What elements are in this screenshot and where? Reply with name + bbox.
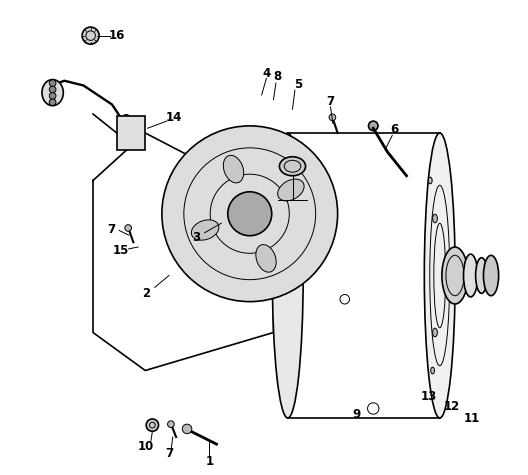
Circle shape [329,114,336,121]
Ellipse shape [432,214,437,223]
Circle shape [228,192,272,236]
Circle shape [146,419,158,431]
Circle shape [122,139,130,146]
Circle shape [122,123,130,130]
Text: 15: 15 [112,244,129,257]
Text: 13: 13 [421,390,437,403]
Text: 12: 12 [444,399,460,413]
Ellipse shape [278,179,304,201]
Ellipse shape [256,245,276,272]
Text: 11: 11 [464,412,480,426]
Ellipse shape [464,254,478,297]
Ellipse shape [428,177,432,184]
Circle shape [49,80,56,86]
Circle shape [122,114,130,122]
Text: 2: 2 [142,287,150,300]
Text: 7: 7 [165,447,173,460]
Circle shape [122,131,130,138]
Text: 9: 9 [353,408,361,421]
Circle shape [182,424,192,434]
Text: 7: 7 [326,95,335,108]
Text: 4: 4 [262,67,270,80]
Circle shape [49,93,56,99]
Text: 6: 6 [391,123,399,136]
Ellipse shape [191,220,219,240]
Circle shape [369,121,378,131]
Text: 3: 3 [193,231,201,244]
Text: 5: 5 [294,78,303,91]
Circle shape [49,86,56,93]
Ellipse shape [484,256,498,295]
Text: 14: 14 [166,111,182,124]
Ellipse shape [425,133,455,418]
Text: 7: 7 [107,223,115,237]
Text: 1: 1 [205,455,213,468]
Circle shape [162,126,337,302]
Ellipse shape [42,79,63,106]
Ellipse shape [272,133,303,418]
Ellipse shape [431,367,435,374]
Ellipse shape [279,157,306,176]
Ellipse shape [432,328,437,337]
Ellipse shape [223,155,244,183]
Ellipse shape [442,247,468,304]
Circle shape [82,27,99,44]
Circle shape [125,225,131,231]
FancyBboxPatch shape [117,116,145,150]
Circle shape [167,421,174,428]
Circle shape [49,99,56,105]
Text: 8: 8 [273,70,281,84]
Ellipse shape [476,257,487,293]
Text: 16: 16 [109,29,125,42]
Text: 10: 10 [138,440,154,453]
